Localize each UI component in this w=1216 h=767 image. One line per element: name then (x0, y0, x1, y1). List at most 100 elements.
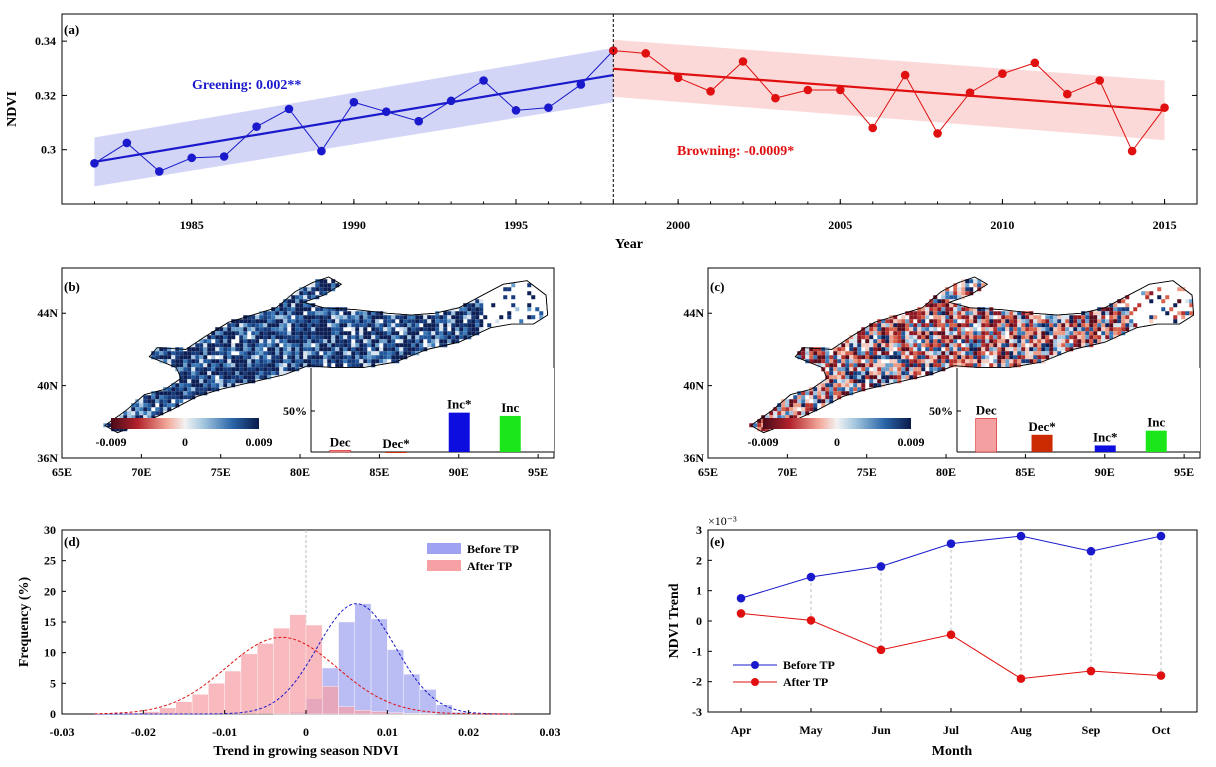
trend-pixel (849, 351, 854, 356)
trend-pixel (1013, 347, 1018, 352)
trend-pixel (965, 319, 970, 324)
trend-pixel (311, 323, 316, 328)
trend-pixel (949, 291, 954, 296)
trend-pixel (319, 315, 324, 320)
trend-pixel (303, 331, 308, 336)
trend-pixel (435, 327, 440, 332)
trend-pixel (247, 323, 252, 328)
trend-pixel (997, 315, 1002, 320)
trend-pixel (251, 343, 256, 348)
trend-pixel (841, 363, 846, 368)
x-tick-label: Aug (1010, 723, 1031, 737)
trend-pixel (267, 359, 272, 364)
trend-pixel (207, 351, 212, 356)
trend-pixel (949, 303, 954, 308)
trend-pixel (343, 319, 348, 324)
trend-pixel (757, 427, 762, 432)
trend-pixel (881, 327, 886, 332)
inset-bar-0 (975, 418, 997, 453)
trend-pixel (977, 347, 982, 352)
trend-pixel (287, 311, 292, 316)
trend-pixel (1053, 343, 1058, 348)
trend-pixel (833, 375, 838, 380)
trend-pixel (885, 335, 890, 340)
trend-pixel (295, 351, 300, 356)
trend-pixel (247, 355, 252, 360)
trend-pixel (1017, 315, 1022, 320)
trend-pixel (1005, 363, 1010, 368)
trend-pixel (315, 287, 320, 292)
trend-pixel (977, 359, 982, 364)
trend-pixel (291, 331, 296, 336)
legend-label-before: Before TP (467, 542, 519, 556)
trend-pixel (143, 399, 148, 404)
trend-pixel (1005, 319, 1010, 324)
trend-pixel (1013, 331, 1018, 336)
trend-pixel (969, 279, 974, 284)
trend-pixel (925, 363, 930, 368)
trend-pixel (259, 315, 264, 320)
trend-pixel (941, 359, 946, 364)
trend-pixel (1065, 331, 1070, 336)
trend-pixel (231, 363, 236, 368)
trend-pixel (251, 367, 256, 372)
trend-pixel (877, 323, 882, 328)
trend-pixel (897, 331, 902, 336)
trend-pixel (247, 375, 252, 380)
trend-pixel (1105, 319, 1110, 324)
trend-pixel (937, 323, 942, 328)
trend-pixel (1021, 347, 1026, 352)
trend-pixel (515, 307, 520, 312)
trend-pixel (351, 323, 356, 328)
trend-pixel (271, 343, 276, 348)
trend-point-before (946, 539, 956, 548)
trend-pixel (227, 375, 232, 380)
trend-pixel (925, 343, 930, 348)
ndvi-point-after (1127, 146, 1137, 156)
trend-pixel (275, 367, 280, 372)
trend-pixel (785, 415, 790, 420)
trend-pixel (1001, 355, 1006, 360)
trend-pixel (957, 311, 962, 316)
trend-pixel (303, 355, 308, 360)
trend-pixel (275, 343, 280, 348)
trend-pixel (929, 351, 934, 356)
trend-pixel (941, 299, 946, 304)
hist-bar-after (175, 701, 193, 715)
trend-pixel (207, 375, 212, 380)
trend-pixel (837, 395, 842, 400)
trend-pixel (403, 323, 408, 328)
trend-pixel (845, 379, 850, 384)
trend-pixel (961, 355, 966, 360)
trend-pixel (299, 319, 304, 324)
trend-pixel (1025, 359, 1030, 364)
trend-pixel (905, 371, 910, 376)
trend-pixel (1017, 343, 1022, 348)
trend-pixel (949, 311, 954, 316)
trend-pixel (801, 411, 806, 416)
trend-pixel (311, 315, 316, 320)
ndvi-point-before (479, 76, 488, 85)
trend-pixel (981, 351, 986, 356)
trend-pixel (227, 351, 232, 356)
trend-pixel (881, 343, 886, 348)
trend-pixel (435, 331, 440, 336)
trend-pixel (1049, 347, 1054, 352)
trend-pixel (387, 343, 392, 348)
trend-pixel (335, 351, 340, 356)
hist-bar-after (354, 710, 372, 715)
trend-pixel (941, 303, 946, 308)
trend-pixel (171, 403, 176, 408)
trend-pixel (475, 331, 480, 336)
trend-pixel (925, 327, 930, 332)
trend-pixel (299, 307, 304, 312)
trend-pixel (957, 323, 962, 328)
trend-pixel (435, 311, 440, 316)
trend-pixel (977, 363, 982, 368)
trend-pixel (323, 307, 328, 312)
trend-pixel (139, 415, 144, 420)
trend-pixel (845, 339, 850, 344)
trend-pixel (1085, 331, 1090, 336)
trend-pixel (933, 295, 938, 300)
trend-pixel (263, 339, 268, 344)
